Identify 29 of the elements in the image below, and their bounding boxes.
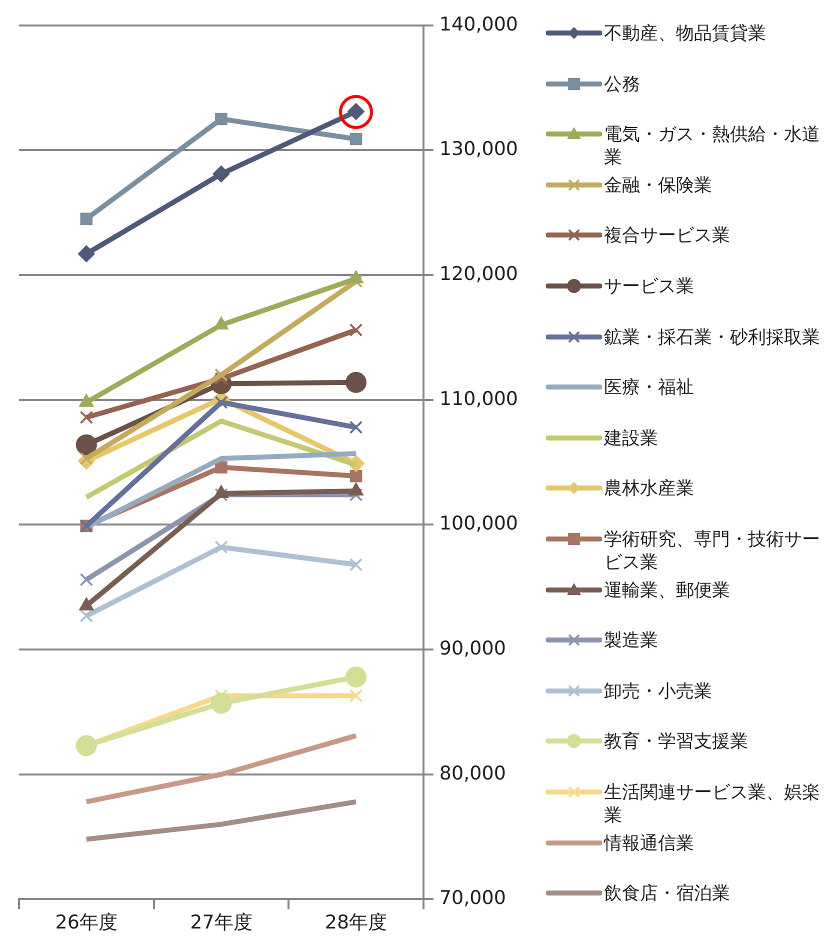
- x-tick-label: 27年度: [190, 912, 252, 934]
- y-tick-label: 70,000: [439, 887, 506, 910]
- x-tick-label: 28年度: [324, 912, 388, 934]
- y-tick-label: 100,000: [439, 512, 518, 535]
- x-tick-label: 26年度: [55, 912, 118, 934]
- legend-label: 情報通信業: [604, 832, 695, 854]
- legend-label: 建設業: [604, 426, 659, 450]
- y-tick-label: 110,000: [439, 388, 518, 410]
- legend-label: 複合サービス業: [604, 224, 731, 248]
- legend-label: 金融・保険業: [604, 174, 713, 197]
- legend-label: 教育・学習支援業: [604, 730, 749, 754]
- legend-label: 医療・福祉: [604, 376, 695, 400]
- legend-label: 運輸業、郵便業: [604, 578, 731, 602]
- y-tick-label: 120,000: [439, 262, 518, 285]
- legend-label: 飲食店・宿泊業: [604, 882, 731, 906]
- legend-label: 卸売・小売業: [604, 680, 713, 703]
- y-tick-label: 130,000: [439, 138, 518, 160]
- legend-label: 生活関連サービス業、娯楽業: [604, 780, 821, 827]
- y-tick-label: 80,000: [439, 762, 506, 784]
- legend-label: 製造業: [604, 629, 659, 652]
- legend-label: 電気・ガス・熱供給・水道業: [604, 123, 821, 170]
- legend-label: 不動産、物品賃貸業: [604, 22, 767, 45]
- y-tick-label: 90,000: [439, 637, 506, 660]
- y-tick-label: 140,000: [439, 13, 518, 36]
- legend-label: 鉱業・採石業・砂利採取業: [604, 326, 821, 349]
- legend-label: 学術研究、専門・技術サービス業: [604, 528, 821, 574]
- legend-label: 農林水産業: [604, 477, 695, 500]
- legend-label: 公務: [604, 72, 641, 96]
- legend-label: サービス業: [604, 274, 695, 298]
